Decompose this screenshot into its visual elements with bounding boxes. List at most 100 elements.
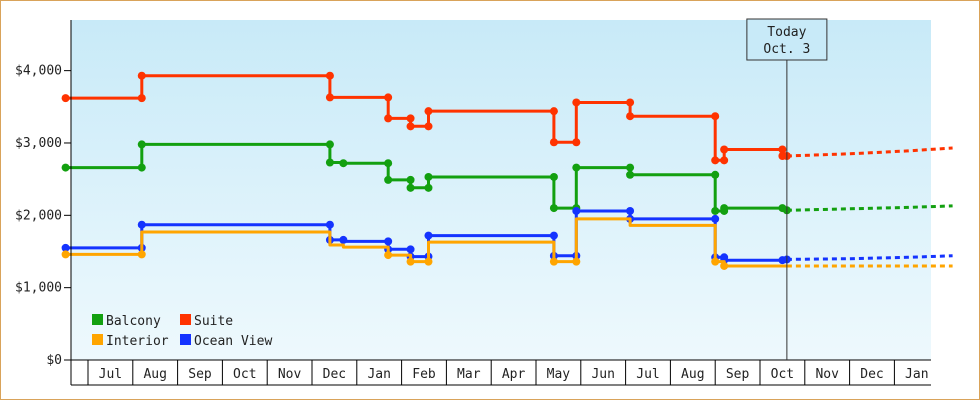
data-point [384,114,393,123]
month-label: Oct [233,367,256,382]
data-point [778,145,787,154]
legend-swatch [92,314,103,325]
data-point [424,107,433,116]
data-point [711,156,720,165]
legend-swatch [180,334,191,345]
forecast-line [786,146,953,158]
data-point [424,183,433,192]
data-point [384,159,393,168]
legend-label: Suite [194,314,233,329]
legend-swatch [180,314,191,325]
data-point [325,140,334,149]
series-balcony [61,140,953,215]
data-point [384,175,393,184]
series-layer [61,71,953,270]
month-label: Dec [860,367,883,382]
legend: Balcony Suite Interior Ocean View [92,314,272,349]
data-point [572,257,581,266]
month-label: Jun [591,367,614,382]
legend-item: Balcony [92,314,161,329]
data-point [406,245,415,254]
month-label: Sep [726,367,750,382]
y-tick-label: $3,000 [15,136,62,151]
data-point [406,257,415,266]
today-date: Oct. 3 [763,42,810,57]
legend-label: Interior [106,334,169,349]
data-point [61,94,70,103]
data-point [137,220,146,229]
legend-item: Suite [180,314,233,329]
legend-label: Balcony [106,314,161,329]
data-point [549,107,558,116]
data-point [424,257,433,266]
data-point [325,93,334,102]
data-point [406,183,415,192]
plot-area [71,20,931,360]
month-label: May [547,367,571,382]
legend-label: Ocean View [194,334,272,349]
data-point [137,140,146,149]
y-tick-label: $2,000 [15,208,62,223]
data-point [424,231,433,240]
data-point [339,159,348,168]
legend-item: Interior [92,334,169,349]
month-label: Sep [188,367,212,382]
data-point [572,163,581,172]
month-label: Aug [681,367,704,382]
today-marker: Today Oct. 3 [746,18,828,360]
data-point [720,145,729,154]
legend-swatch [92,334,103,345]
data-point [572,98,581,107]
month-label: Aug [143,367,166,382]
data-point [720,204,729,213]
data-point [711,206,720,215]
data-point [549,204,558,213]
data-point [384,93,393,102]
data-point [711,214,720,223]
data-point [572,138,581,147]
today-label: Today [767,25,806,40]
data-point [549,172,558,181]
data-point [711,170,720,179]
data-point [720,156,729,165]
forecast-line [786,204,953,212]
data-point [424,172,433,181]
month-label: Jul [99,367,122,382]
data-point [137,71,146,80]
month-label: Jan [367,367,390,382]
data-point [711,257,720,266]
data-point [549,138,558,147]
forecast-line [786,254,953,261]
data-point [626,206,635,215]
data-point [325,220,334,229]
month-label: Jan [905,367,928,382]
data-point [626,98,635,107]
month-label: Oct [771,367,794,382]
data-point [572,206,581,215]
y-tick-label: $0 [46,353,62,368]
axes: $0 $1,000 $2,000 $3,000 $4,000 Jul Aug Sep Oct No… [15,20,931,386]
data-point [325,158,334,167]
data-point [325,71,334,80]
legend-item: Ocean View [180,334,272,349]
data-point [626,163,635,172]
today-box [746,18,828,61]
data-point [406,175,415,184]
data-point [424,122,433,131]
data-point [137,250,146,259]
month-label: Apr [502,367,526,382]
data-point [137,94,146,103]
month-label: Nov [815,367,839,382]
series-interior [61,217,953,270]
month-label: Feb [412,367,436,382]
month-label: Mar [457,367,481,382]
data-point [549,231,558,240]
data-point [406,122,415,131]
data-point [61,243,70,252]
data-point [339,235,348,244]
data-point [626,170,635,179]
data-point [384,237,393,246]
data-point [549,257,558,266]
month-label: Jul [636,367,659,382]
